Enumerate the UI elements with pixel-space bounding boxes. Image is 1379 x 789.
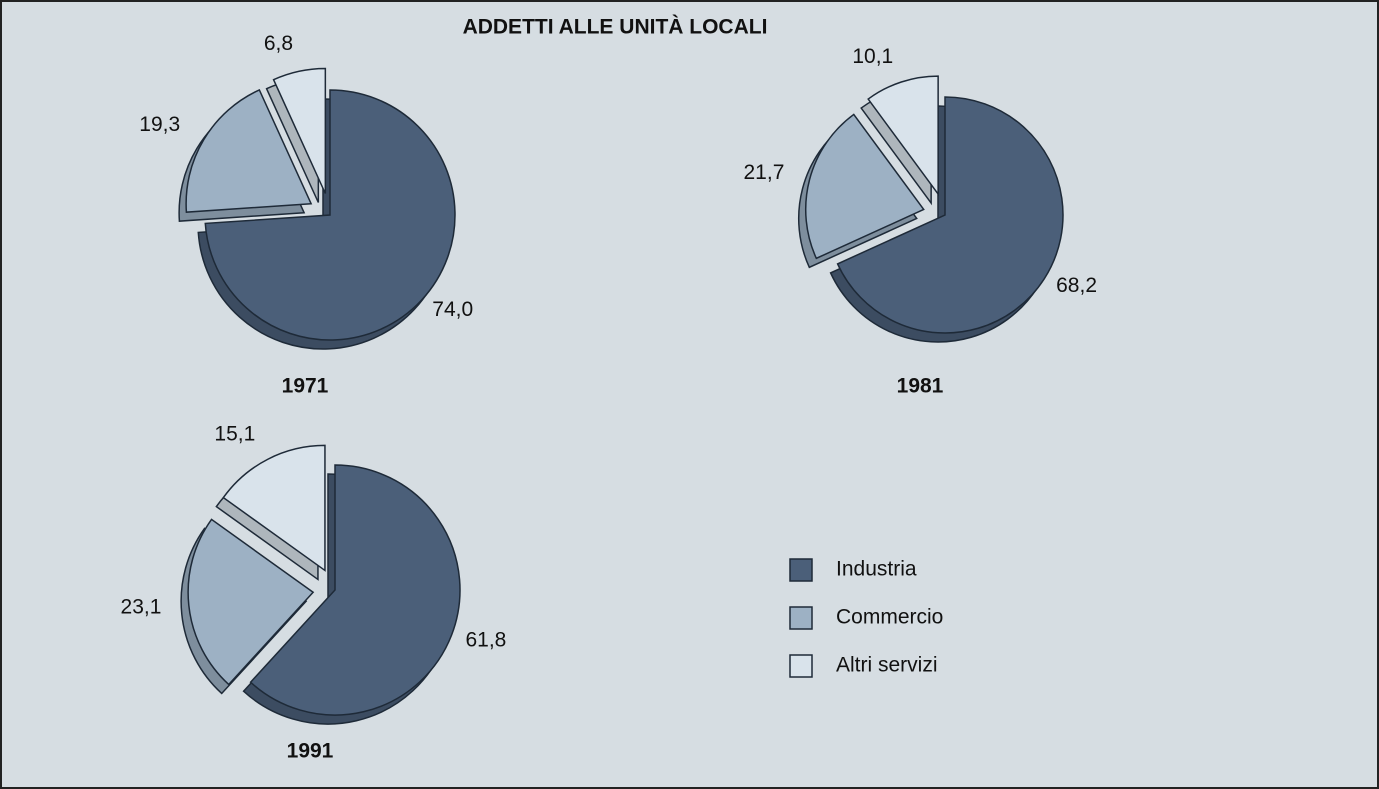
chart-title: ADDETTI ALLE UNITÀ LOCALI [463,16,768,39]
slice [272,67,327,194]
legend-swatch [789,654,813,678]
value-label: 15,1 [214,422,255,445]
value-label: 68,2 [1056,274,1097,297]
value-label: 74,0 [432,298,473,321]
value-label: 61,8 [465,628,506,651]
slice [836,96,1064,334]
slice [249,464,461,716]
slice [187,518,315,686]
legend-swatch [789,606,813,630]
value-label: 23,1 [121,596,162,619]
value-label: 21,7 [744,161,785,184]
pie-title: 1991 [287,740,334,763]
legend-swatch [789,558,813,582]
slice [867,75,939,197]
slice [805,113,925,260]
slice [185,88,313,213]
value-label: 6,8 [264,32,293,55]
value-label: 19,3 [139,113,180,136]
legend-label: Altri servizi [836,654,938,677]
pie-title: 1971 [282,375,329,398]
pie-title: 1981 [897,375,944,398]
legend-label: Commercio [836,606,943,629]
slice [222,444,326,572]
value-label: 10,1 [852,45,893,68]
legend-label: Industria [836,558,917,581]
slice [204,89,456,341]
